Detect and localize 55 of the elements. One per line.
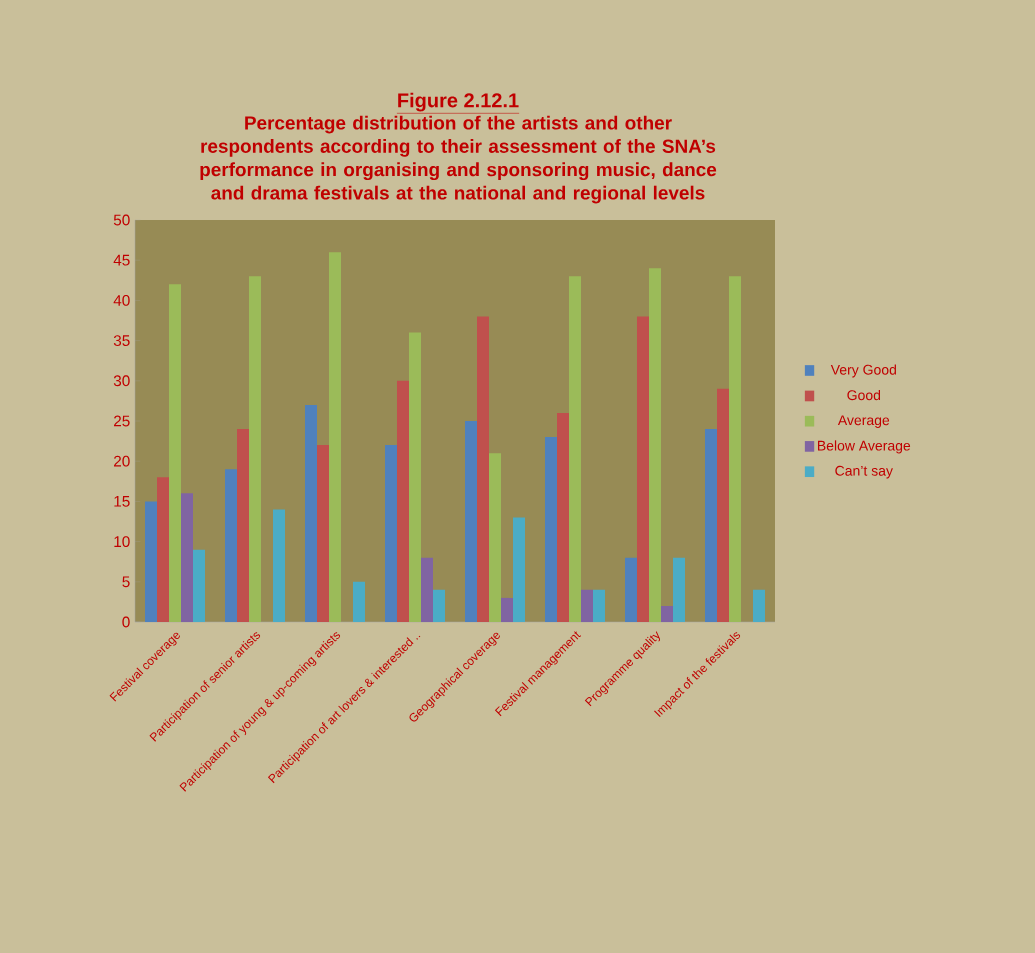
- bar: [225, 469, 237, 622]
- bar: [729, 276, 741, 622]
- bar: [305, 404, 317, 622]
- bar: [557, 412, 569, 622]
- bar: [353, 581, 365, 622]
- bar: [545, 437, 557, 622]
- legend-label: Very Good: [830, 364, 896, 378]
- bar: [717, 388, 729, 622]
- y-tick-label: 0: [122, 616, 130, 628]
- y-tick-label: 50: [113, 214, 130, 226]
- y-tick-label: 30: [113, 375, 130, 387]
- bar: [637, 316, 649, 622]
- bar: [753, 589, 765, 622]
- legend-label: Below Average: [818, 440, 911, 454]
- y-tick-label: 35: [113, 335, 130, 347]
- bar: [569, 276, 581, 622]
- legend-label: Good: [847, 389, 881, 401]
- bar: [433, 589, 445, 622]
- bar: [409, 332, 421, 622]
- bar: [705, 429, 717, 622]
- bar: [465, 420, 477, 622]
- bar: [317, 445, 329, 622]
- bar: [661, 605, 673, 622]
- y-tick-label: 5: [122, 576, 130, 588]
- y-tick-label: 40: [113, 294, 130, 306]
- y-tick-label: 20: [114, 455, 130, 467]
- bar: [157, 477, 169, 622]
- bar: [673, 557, 685, 622]
- bar: [477, 316, 489, 622]
- bar: [249, 276, 261, 622]
- bar: [385, 445, 397, 622]
- bar: [513, 517, 525, 622]
- chart-title: Figure 2.12.1: [398, 92, 519, 112]
- bar: [273, 509, 285, 622]
- bar: [501, 597, 513, 622]
- y-tick-label: 25: [114, 415, 130, 427]
- bar: [593, 589, 605, 622]
- bar: [145, 501, 157, 622]
- legend-label: Average: [837, 415, 890, 428]
- y-tick-label: 15: [114, 496, 130, 507]
- bar: [421, 557, 433, 622]
- bar: [489, 453, 501, 622]
- bar: [581, 589, 593, 622]
- bar: [329, 252, 341, 622]
- chart-subtitle: Percentage distribution of the artists and other respondents according to their assessment of the SNA’s performance in organising and sponsoring music, dance and drama festivals at the national and regional levels: [200, 115, 717, 204]
- bar: [237, 429, 249, 622]
- bar: [181, 493, 193, 622]
- bar: [397, 380, 409, 622]
- y-tick-label: 45: [113, 254, 130, 266]
- bar: [625, 557, 637, 622]
- legend-label: Can’t say: [835, 465, 893, 479]
- bar: [649, 268, 661, 622]
- bar: [193, 549, 205, 622]
- bar: [169, 284, 181, 622]
- y-tick-label: 10: [114, 536, 130, 548]
